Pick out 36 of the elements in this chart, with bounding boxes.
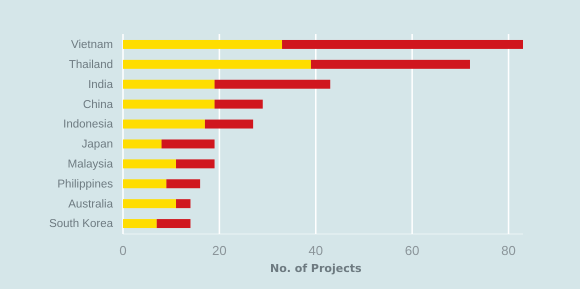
bar: [214, 80, 330, 89]
y-tick-label: Malaysia: [68, 158, 114, 171]
bar: [282, 40, 523, 49]
x-tick-label: 20: [212, 243, 227, 258]
bar: [123, 40, 282, 49]
bar: [204, 120, 254, 129]
bar: [310, 60, 470, 69]
y-tick-label: Thailand: [68, 59, 113, 72]
x-tick-label: 80: [501, 243, 516, 258]
bar: [176, 199, 190, 208]
bar: [123, 120, 205, 129]
y-tick-label: Vietnam: [71, 39, 113, 52]
bar: [123, 159, 176, 168]
y-tick-label: China: [82, 98, 114, 111]
bar: [123, 219, 157, 228]
y-tick-label: Australia: [68, 198, 114, 210]
x-tick-label: 40: [308, 243, 324, 258]
y-tick-label: South Korea: [49, 218, 114, 230]
bar: [123, 60, 311, 69]
x-axis-title: No. of Projects: [270, 262, 362, 275]
x-tick-label: 60: [404, 243, 420, 258]
bar: [156, 219, 190, 228]
y-tick-label: Indonesia: [63, 118, 114, 131]
bar: [123, 199, 176, 208]
bar: [176, 159, 215, 168]
bar: [123, 139, 162, 148]
bar: [123, 179, 166, 188]
bar: [166, 179, 200, 188]
bar: [162, 139, 215, 148]
y-tick-label: Japan: [82, 138, 113, 151]
x-tick-label: 0: [119, 243, 127, 258]
bar: [123, 100, 215, 109]
y-tick-label: India: [88, 78, 114, 91]
bar: [123, 80, 215, 89]
bar: [214, 100, 263, 109]
y-tick-label: Philippines: [57, 178, 114, 190]
